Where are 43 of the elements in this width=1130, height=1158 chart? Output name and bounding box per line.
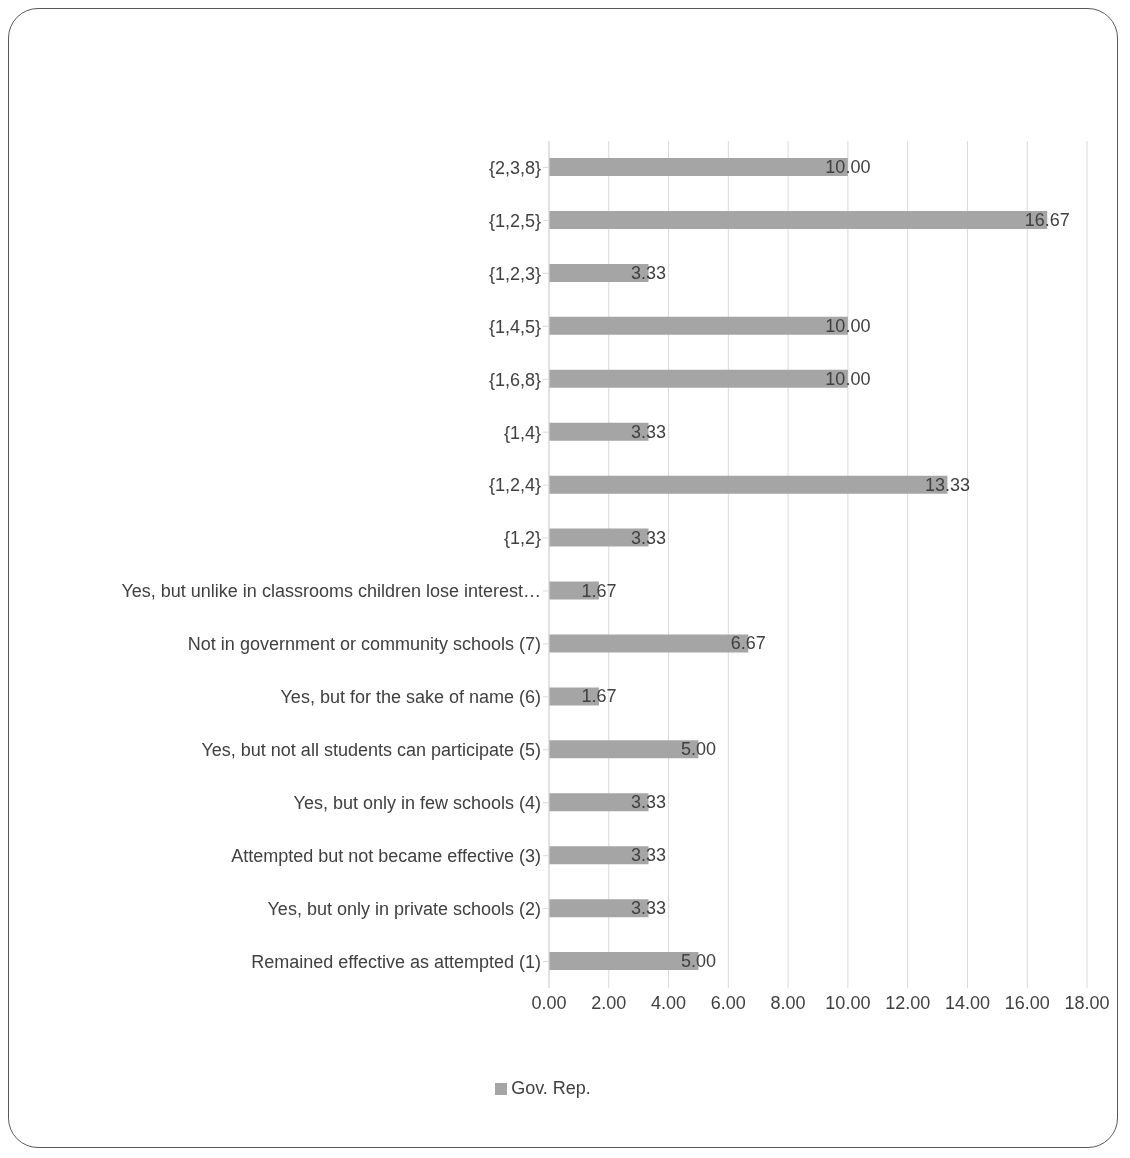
x-tick-label: 12.00	[885, 992, 931, 1013]
x-tick-label: 10.00	[825, 992, 871, 1013]
y-tick-label: {1,2,3}	[488, 263, 541, 284]
y-tick-label: {1,6,8}	[488, 369, 541, 390]
legend-label: Gov. Rep.	[511, 1078, 591, 1098]
x-tick-label: 16.00	[1004, 992, 1050, 1013]
y-tick-label: Yes, but not all students can participate (5)	[201, 740, 541, 761]
y-tick-label: {1,4,5}	[488, 316, 541, 337]
x-tick-label: 4.00	[651, 992, 687, 1013]
x-tick-label: 0.00	[531, 992, 567, 1013]
y-tick-label: Attempted but not became effective (3)	[231, 846, 541, 867]
data-label: 1.67	[581, 686, 617, 707]
data-label: 5.00	[680, 739, 716, 760]
y-tick-label: Remained effective as attempted (1)	[251, 951, 541, 972]
data-label: 3.33	[631, 792, 667, 813]
data-label: 5.00	[680, 951, 716, 972]
y-tick-label: Not in government or community schools (7)	[187, 634, 541, 655]
y-tick-label: {2,3,8}	[488, 157, 541, 178]
data-label: 3.33	[631, 527, 667, 548]
x-tick-label: 14.00	[944, 992, 990, 1013]
y-tick-label: {1,2,5}	[488, 210, 541, 231]
data-label: 6.67	[730, 633, 766, 654]
data-label: 10.00	[825, 157, 871, 177]
x-tick-label: 2.00	[591, 992, 627, 1013]
data-label: 10.00	[825, 368, 871, 389]
y-tick-label: {1,2,4}	[488, 475, 541, 496]
data-label: 13.33	[924, 474, 970, 495]
y-tick-label: {1,2}	[503, 528, 541, 549]
y-tick-label: {1,4}	[503, 422, 541, 443]
x-tick-label: 6.00	[710, 992, 746, 1013]
x-tick-label: 18.00	[1064, 992, 1110, 1013]
data-label: 10.00	[825, 315, 871, 336]
data-label: 3.33	[631, 898, 667, 919]
data-label: 3.33	[631, 262, 667, 283]
y-tick-label: Yes, but only in few schools (4)	[293, 793, 541, 814]
data-label: 3.33	[631, 845, 667, 866]
data-label: 1.67	[581, 580, 617, 601]
data-label: 3.33	[631, 421, 667, 442]
y-tick-label: Yes, but only in private schools (2)	[267, 898, 541, 919]
data-label: 16.67	[1024, 209, 1070, 230]
x-tick-label: 8.00	[770, 992, 806, 1013]
y-tick-label: Yes, but unlike in classrooms children lose interest…	[121, 581, 541, 602]
y-tick-label: Yes, but for the sake of name (6)	[280, 687, 541, 708]
